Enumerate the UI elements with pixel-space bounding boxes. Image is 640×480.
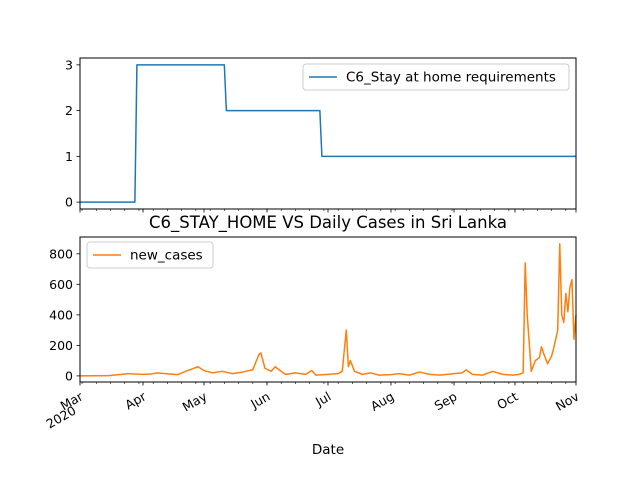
stay-home-y-tick-label: 2 [65,103,73,118]
stay-home-y-tick-label: 0 [65,195,73,210]
stay-home-axes: 0 1 2 3 C6_Stay at home requirements [65,57,577,213]
x-axis-label: Date [312,442,344,458]
daily-cases-series [79,243,577,377]
daily-cases-legend-label: new_cases [130,248,203,264]
stay-home-legend: C6_Stay at home requirements [302,63,570,91]
daily-cases-legend-box [86,241,214,269]
stay-home-legend-label: C6_Stay at home requirements [346,70,556,86]
daily-cases-y-tick-label: 600 [49,277,73,292]
stay-home-series [80,64,576,203]
daily-cases-x-tick-label: Jul [312,389,333,410]
stay-home-y-tick-label: 1 [65,149,73,164]
daily-cases-legend: new_cases [86,241,214,269]
stay-home-y-ticks: 0 1 2 3 [65,57,80,210]
daily-cases-y-tick-label: 800 [49,246,73,261]
daily-cases-y-ticks: 0 200 400 600 800 [49,246,80,383]
stay-home-x-ticks [79,209,577,213]
daily-cases-y-tick-label: 200 [49,338,73,353]
chart-title: C6_STAY_HOME VS Daily Cases in Sri Lanka [149,213,507,233]
stay-home-y-tick-label: 3 [65,57,73,72]
daily-cases-y-tick-label: 0 [65,368,73,383]
daily-cases-series-line-0 [79,243,577,377]
daily-cases-y-tick-label: 400 [49,307,73,322]
stay-home-series-line-0 [80,64,576,203]
stay-home-legend-box [302,63,570,91]
